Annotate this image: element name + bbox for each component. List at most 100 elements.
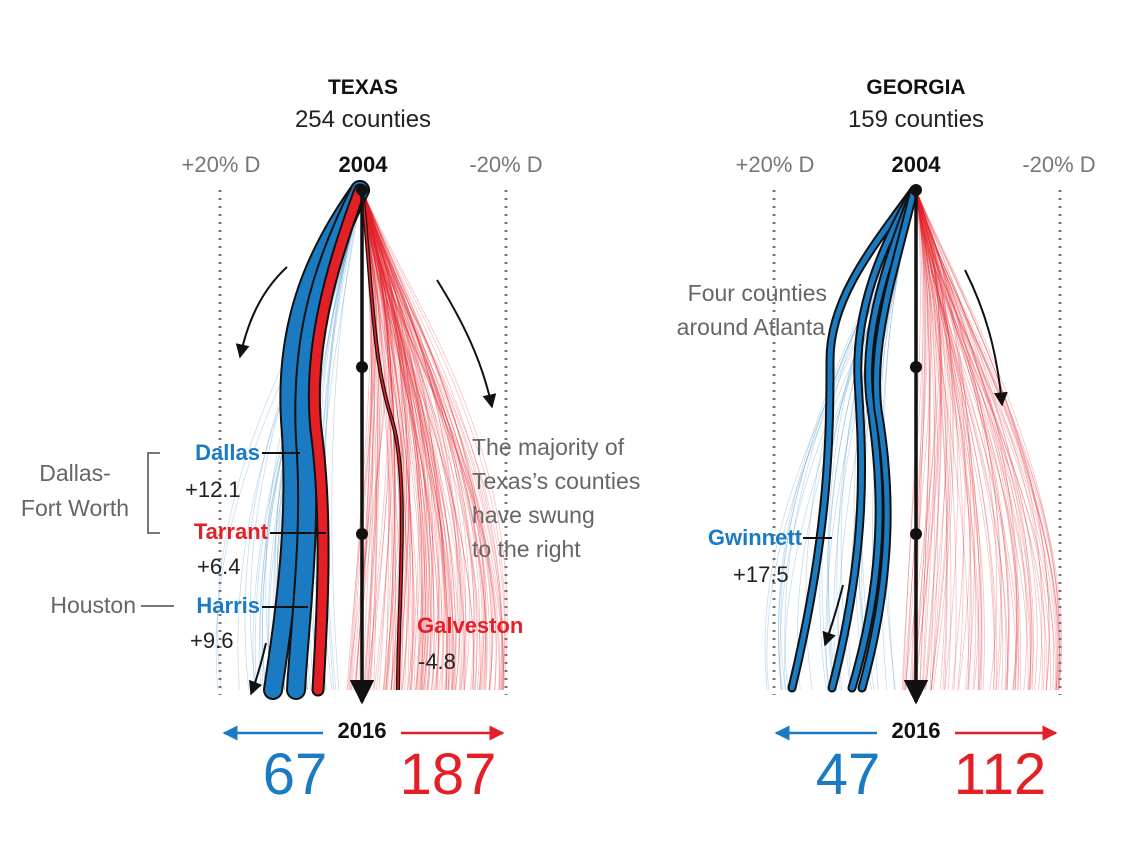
rep-county-line	[915, 189, 969, 691]
rep-county-line	[903, 189, 928, 691]
rep-county-line	[915, 189, 1060, 691]
dem-county-line	[324, 189, 363, 691]
rep-county-line	[350, 189, 375, 691]
rep-county-line	[361, 189, 448, 691]
tarrant-label: Tarrant	[194, 519, 269, 544]
rep-county-line	[361, 189, 431, 691]
rep-county-line	[361, 189, 396, 691]
georgia-left-tick: +20% D	[736, 152, 815, 177]
texas-rep-count: 187	[400, 742, 497, 807]
rep-county-line	[904, 189, 932, 691]
rep-county-line	[361, 189, 390, 691]
georgia-start-dot	[910, 184, 922, 196]
metro-bracket	[141, 452, 174, 607]
rep-county-line	[361, 189, 485, 691]
galveston-swing: -4.8	[418, 649, 456, 674]
rep-county-line	[915, 189, 964, 691]
rep-county-line	[361, 189, 466, 691]
majority-note-1: The majority of	[472, 434, 625, 460]
rep-county-line	[915, 189, 980, 691]
texas-dem-count: 67	[263, 742, 328, 807]
rep-county-line	[912, 189, 941, 691]
rep-county-line	[361, 189, 428, 691]
rep-county-line	[915, 189, 948, 691]
rep-county-line	[361, 189, 435, 691]
rep-county-line	[361, 189, 465, 691]
rep-county-line	[915, 189, 1001, 691]
rep-county-line	[915, 189, 983, 691]
rep-county-line	[915, 189, 1009, 691]
rep-county-line	[361, 189, 446, 691]
rep-county-line	[915, 189, 939, 691]
rep-county-line	[361, 189, 470, 691]
rep-county-line	[361, 189, 432, 691]
rep-county-line	[915, 189, 942, 691]
rep-county-line	[361, 189, 396, 691]
texas-right-tick: -20% D	[469, 152, 542, 177]
rep-county-line	[915, 189, 966, 691]
rep-county-line	[361, 189, 440, 691]
rep-county-line	[361, 189, 481, 691]
rep-county-line	[361, 189, 416, 691]
rep-county-line	[361, 189, 397, 691]
rep-county-line	[915, 189, 972, 691]
rep-county-line	[361, 189, 504, 691]
texas-subtitle: 254 counties	[295, 106, 431, 133]
rep-county-line	[361, 189, 493, 691]
rep-county-line	[361, 189, 448, 691]
rep-county-line	[361, 189, 404, 691]
rep-county-line	[915, 189, 985, 691]
rep-county-line	[915, 189, 942, 691]
rep-county-line	[915, 189, 936, 691]
rep-county-line	[361, 189, 421, 691]
dallas-swing: +12.1	[185, 477, 241, 502]
rep-county-line	[361, 189, 419, 691]
rep-county-line	[361, 189, 460, 691]
rep-county-line	[361, 189, 425, 691]
rep-county-line	[361, 189, 435, 691]
rep-county-line	[361, 189, 395, 691]
rep-county-line	[915, 189, 1020, 691]
rep-county-line	[361, 189, 453, 691]
rep-county-line	[361, 189, 410, 691]
georgia-right-tick: -20% D	[1022, 152, 1095, 177]
rep-county-line	[915, 189, 959, 691]
rep-county-line	[361, 189, 503, 691]
rep-county-line	[361, 189, 467, 691]
rep-county-line	[915, 189, 1007, 691]
rep-county-line	[361, 189, 461, 691]
rep-county-line	[361, 189, 403, 691]
rep-county-line	[915, 189, 1028, 691]
rep-county-line	[361, 189, 433, 691]
rep-county-line	[915, 189, 972, 691]
rep-county-line	[913, 189, 943, 691]
rep-county-line	[915, 189, 975, 691]
rep-county-line	[915, 189, 1029, 691]
rep-county-line	[361, 189, 478, 691]
rep-county-line	[361, 189, 414, 691]
rep-county-line	[361, 189, 465, 691]
rep-county-line	[361, 189, 431, 691]
leader-lines	[262, 452, 832, 608]
rep-county-line	[915, 189, 930, 691]
rep-county-line	[361, 189, 508, 691]
rep-county-line	[361, 189, 396, 691]
rep-county-line	[914, 189, 932, 691]
rep-county-line	[361, 189, 504, 691]
georgia-mid-dot-1	[910, 361, 922, 373]
rep-county-line	[915, 189, 1018, 691]
rep-county-line	[361, 189, 488, 691]
annotation-arrows	[235, 266, 1008, 696]
georgia-mid-dot-2	[910, 528, 922, 540]
rep-county-line	[361, 189, 447, 691]
rep-county-line	[915, 189, 1010, 691]
rep-county-line	[361, 189, 454, 691]
rep-county-line	[915, 189, 951, 691]
rep-county-line	[915, 189, 957, 691]
majority-note-2: Texas’s counties	[472, 468, 640, 494]
tarrant-swing: +6.4	[197, 554, 240, 579]
rep-county-line	[915, 189, 1051, 691]
rep-county-line	[361, 189, 380, 691]
rep-county-line	[361, 189, 401, 691]
